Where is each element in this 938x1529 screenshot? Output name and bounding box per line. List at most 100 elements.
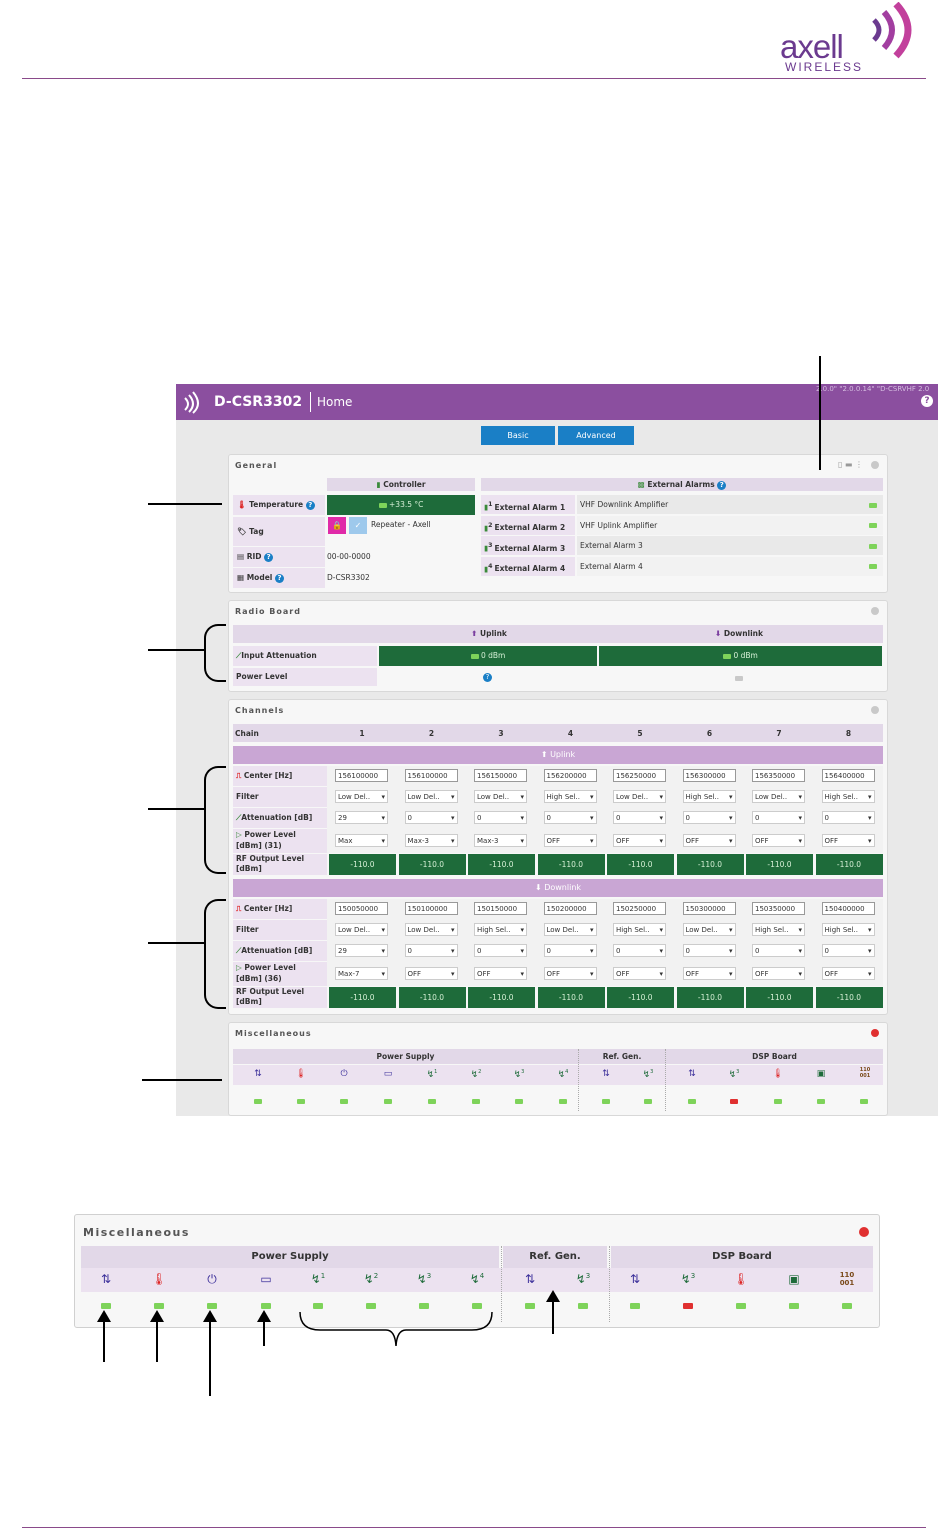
filter-select[interactable]: High Sel.. bbox=[752, 923, 805, 936]
filter-select[interactable]: Low Del.. bbox=[335, 923, 388, 936]
filter-select[interactable]: High Sel.. bbox=[613, 923, 666, 936]
tag-lock-icon[interactable]: 🔒 bbox=[328, 517, 346, 534]
power-level-select[interactable]: OFF bbox=[752, 967, 805, 980]
attenuation-select[interactable]: 0 bbox=[752, 944, 805, 957]
alarm-label: ▮1 External Alarm 1 bbox=[481, 495, 575, 514]
attenuation-select[interactable]: 0 bbox=[821, 811, 875, 824]
power-level-select[interactable]: Max-3 bbox=[404, 834, 458, 847]
center-freq-input[interactable]: 150150000 bbox=[474, 902, 527, 915]
power-level-select[interactable]: OFF bbox=[613, 834, 666, 847]
center-freq-input[interactable]: 156200000 bbox=[543, 769, 597, 782]
attenuation-select[interactable]: 0 bbox=[752, 811, 805, 824]
attenuation-select[interactable]: 0 bbox=[404, 811, 458, 824]
center-freq-input[interactable]: 150400000 bbox=[821, 902, 875, 915]
filter-select[interactable]: High Sel.. bbox=[474, 923, 527, 936]
arrow-line-dc bbox=[103, 1312, 105, 1362]
attenuation-select[interactable]: 0 bbox=[821, 944, 875, 957]
center-freq-input[interactable]: 156100000 bbox=[404, 769, 458, 782]
center-label: ⎍ Center [Hz] bbox=[233, 899, 327, 919]
alarm-label-text: External Alarm 1 bbox=[494, 502, 566, 512]
filter-select[interactable]: Low Del.. bbox=[404, 790, 458, 803]
filter-select[interactable]: Low Del.. bbox=[543, 923, 597, 936]
center-freq-input[interactable]: 150200000 bbox=[543, 902, 597, 915]
misc-ref-gen-header: Ref. Gen. bbox=[602, 1052, 642, 1061]
power-level-select[interactable]: Max-7 bbox=[335, 967, 388, 980]
attenuation-select[interactable]: 0 bbox=[474, 944, 527, 957]
filter-select[interactable]: Low Del.. bbox=[752, 790, 805, 803]
filter-select[interactable]: Low Del.. bbox=[404, 923, 458, 936]
attenuation-select[interactable]: 29 bbox=[335, 944, 388, 957]
center-freq-input[interactable]: 150050000 bbox=[335, 902, 388, 915]
alarm-label: ▮2 External Alarm 2 bbox=[481, 515, 575, 535]
power-level-select[interactable]: OFF bbox=[543, 967, 597, 980]
power-level-select[interactable]: OFF bbox=[404, 967, 458, 980]
tab-advanced[interactable]: Advanced bbox=[558, 426, 634, 445]
attenuation-select[interactable]: 0 bbox=[613, 944, 666, 957]
tag-edit-icon[interactable]: ✓ bbox=[349, 517, 367, 534]
power-level-select[interactable]: OFF bbox=[543, 834, 597, 847]
attenuation-select[interactable]: 0 bbox=[543, 944, 597, 957]
attenuation-select[interactable]: 0 bbox=[543, 811, 597, 824]
power-level-select[interactable]: OFF bbox=[682, 967, 736, 980]
power-level-select[interactable]: OFF bbox=[752, 834, 805, 847]
alarm-label-text: External Alarm 3 bbox=[494, 543, 566, 553]
power-level-select[interactable]: OFF bbox=[821, 967, 875, 980]
status-led bbox=[254, 1096, 262, 1105]
rf-output-label: RF Output Level [dBm] bbox=[233, 987, 327, 1008]
center-freq-input[interactable]: 150100000 bbox=[404, 902, 458, 915]
power-level-select[interactable]: OFF bbox=[821, 834, 875, 847]
attenuation-select[interactable]: 0 bbox=[613, 811, 666, 824]
tag-icon: 🏷 bbox=[237, 527, 247, 536]
filter-select[interactable]: High Sel.. bbox=[682, 790, 736, 803]
callout-line-misc bbox=[142, 1079, 222, 1081]
attenuation-select[interactable]: 0 bbox=[682, 811, 736, 824]
power-level-select[interactable]: OFF bbox=[613, 967, 666, 980]
power-level-select[interactable]: Max bbox=[335, 834, 388, 847]
center-freq-input[interactable]: 156300000 bbox=[682, 769, 736, 782]
center-freq-input[interactable]: 156350000 bbox=[752, 769, 805, 782]
chain-number: 4 bbox=[567, 729, 574, 738]
chain-number: 6 bbox=[706, 729, 713, 738]
filter-select[interactable]: Low Del.. bbox=[474, 790, 527, 803]
attenuation-select[interactable]: 0 bbox=[474, 811, 527, 824]
filter-select[interactable]: High Sel.. bbox=[821, 923, 875, 936]
breadcrumb-home[interactable]: Home bbox=[317, 395, 353, 409]
chip-icon: ▣ bbox=[788, 1272, 800, 1286]
filter-select[interactable]: High Sel.. bbox=[821, 790, 875, 803]
center-freq-input[interactable]: 156150000 bbox=[474, 769, 527, 782]
rf-output-value: -110.0 bbox=[398, 854, 466, 875]
center-freq-input[interactable]: 156250000 bbox=[613, 769, 666, 782]
attenuation-select[interactable]: 29 bbox=[335, 811, 388, 824]
downlink-arrow-icon: ⬇ bbox=[714, 629, 722, 638]
filter-select[interactable]: Low Del.. bbox=[335, 790, 388, 803]
help-icon[interactable]: ? bbox=[921, 395, 933, 407]
filter-select[interactable]: High Sel.. bbox=[543, 790, 597, 803]
alarm-label-text: External Alarm 4 bbox=[494, 564, 566, 573]
tab-basic[interactable]: Basic bbox=[481, 426, 555, 445]
status-led bbox=[419, 1303, 429, 1309]
filter-select[interactable]: Low Del.. bbox=[682, 923, 736, 936]
center-freq-input[interactable]: 150350000 bbox=[752, 902, 805, 915]
center-freq-input[interactable]: 150300000 bbox=[682, 902, 736, 915]
attenuation-select[interactable]: 0 bbox=[404, 944, 458, 957]
panel-tools-icon[interactable]: ▯ ▬ ⋮ bbox=[837, 460, 863, 469]
temperature-help-icon[interactable]: ? bbox=[305, 500, 315, 510]
input-attenuation-label: ⟋Input Attenuation bbox=[233, 646, 377, 666]
power-level-select[interactable]: OFF bbox=[682, 834, 736, 847]
center-freq-input[interactable]: 156100000 bbox=[335, 769, 388, 782]
filter-select[interactable]: Low Del.. bbox=[613, 790, 666, 803]
center-freq-input[interactable]: 150250000 bbox=[613, 902, 666, 915]
center-freq-input[interactable]: 156400000 bbox=[821, 769, 875, 782]
alarm-icon: ▮ bbox=[484, 564, 489, 573]
rid-help-icon[interactable]: ? bbox=[264, 552, 274, 562]
status-led bbox=[428, 1096, 436, 1105]
power-level-select[interactable]: Max-3 bbox=[474, 834, 527, 847]
alarm-led bbox=[869, 562, 877, 571]
power-level-help-icon[interactable]: ? bbox=[483, 672, 492, 682]
power-level-select[interactable]: OFF bbox=[474, 967, 527, 980]
uplink-band: ⬆ Uplink bbox=[233, 746, 883, 764]
model-help-icon[interactable]: ? bbox=[275, 573, 284, 583]
attenuation-select[interactable]: 0 bbox=[682, 944, 736, 957]
downlink-band: ⬇ Downlink bbox=[233, 879, 883, 897]
alarms-help-icon[interactable]: ? bbox=[717, 480, 727, 490]
